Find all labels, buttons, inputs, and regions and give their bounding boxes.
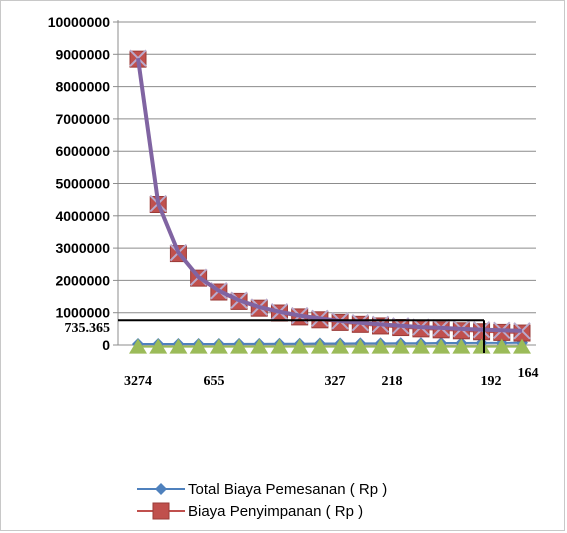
y-tick-label: 7000000 (55, 111, 110, 127)
data-point (209, 338, 228, 354)
y-tick-label: 10000000 (48, 14, 111, 30)
annotation-group: 735.365 (65, 319, 485, 353)
data-point (331, 338, 350, 354)
data-point (513, 338, 531, 354)
data-point (310, 338, 329, 354)
legend: Total Biaya Pemesanan ( Rp ) Biaya Penyim… (137, 481, 387, 520)
y-tick-label: 1000000 (55, 305, 110, 321)
y-tick-label: 2000000 (55, 272, 110, 288)
x-tick-label: 327 (325, 374, 346, 389)
x-tick-label: 655 (204, 374, 225, 389)
y-tick-label: 4000000 (55, 208, 110, 224)
data-point (492, 338, 511, 354)
data-point (155, 483, 167, 495)
y-tick-label: 3000000 (55, 240, 110, 256)
y-axis-ticks: 1000000090000008000000700000060000005000… (48, 14, 111, 353)
y-tick-label: 5000000 (55, 176, 110, 192)
x-tick-label: 218 (382, 374, 403, 389)
data-point (391, 338, 410, 354)
legend-label: Biaya Penyimpanan ( Rp ) (188, 503, 363, 520)
x-axis-ticks: 3274 655 327 218 192 164 (124, 366, 539, 389)
data-point (129, 338, 147, 354)
y-tick-label: 9000000 (55, 46, 110, 62)
data-point (270, 338, 289, 354)
series-2 (129, 338, 531, 354)
legend-label: Total Biaya Pemesanan ( Rp ) (188, 481, 387, 498)
y-tick-label: 0 (102, 337, 110, 353)
x-tick-label: 192 (481, 374, 502, 389)
data-point (371, 338, 390, 354)
data-point (452, 338, 471, 354)
data-point (411, 338, 430, 354)
data-point (472, 338, 491, 354)
y-tick-label: 6000000 (55, 143, 110, 159)
data-point (230, 338, 249, 354)
legend-entry: Biaya Penyimpanan ( Rp ) (137, 502, 363, 520)
data-point (189, 338, 208, 354)
data-point (169, 338, 188, 354)
data-point (149, 338, 168, 354)
y-tick-label: 8000000 (55, 79, 110, 95)
data-point (152, 502, 170, 520)
data-point (432, 338, 451, 354)
data-point (290, 338, 309, 354)
x-tick-label: 3274 (124, 374, 152, 389)
annotation-label: 735.365 (65, 321, 111, 336)
legend-entry: Total Biaya Pemesanan ( Rp ) (137, 481, 387, 498)
data-point (250, 338, 269, 354)
x-tick-label: 164 (518, 366, 539, 381)
data-point (351, 338, 370, 354)
